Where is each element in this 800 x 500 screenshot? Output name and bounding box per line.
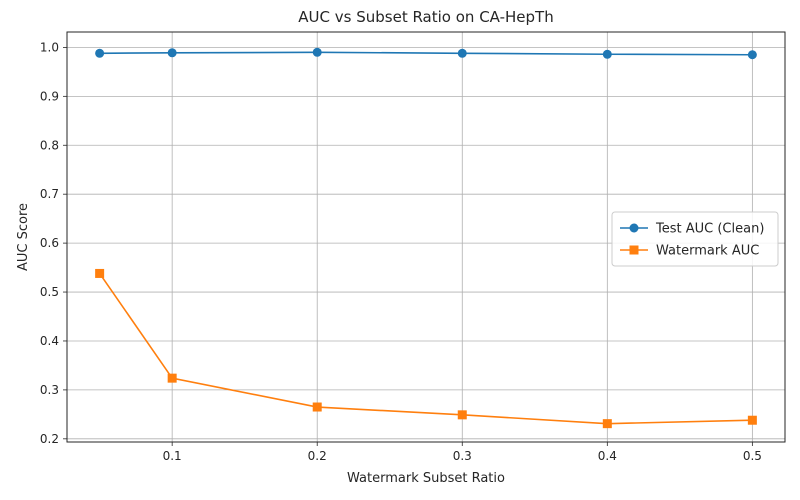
legend-item: Test AUC (Clean) [620, 222, 764, 237]
data-point [747, 415, 757, 425]
series-1 [95, 47, 757, 60]
data-point [167, 48, 177, 58]
legend-label: Watermark AUC [656, 244, 759, 259]
y-tick-label: 0.6 [40, 236, 59, 250]
legend-item: Watermark AUC [620, 244, 759, 259]
y-tick-label: 0.8 [40, 138, 59, 152]
series-2 [95, 268, 757, 429]
y-tick-label: 0.7 [40, 187, 59, 201]
legend: Test AUC (Clean) Watermark AUC [611, 211, 779, 267]
x-tick-label: 0.4 [598, 449, 617, 463]
x-tick-label: 0.2 [308, 449, 327, 463]
legend-label: Test AUC (Clean) [655, 222, 764, 237]
y-tick-label: 0.4 [40, 334, 59, 348]
data-point [95, 268, 105, 278]
series-layer [95, 47, 757, 429]
x-axis-label: Watermark Subset Ratio [347, 471, 505, 486]
data-point [95, 48, 105, 58]
plot-frame [66, 31, 786, 443]
data-point [457, 410, 467, 420]
data-point [457, 48, 467, 58]
y-tick-label: 0.3 [40, 383, 59, 397]
data-point [602, 49, 612, 59]
data-point [167, 373, 177, 383]
y-tick-label: 0.5 [40, 285, 59, 299]
y-tick-label: 1.0 [40, 40, 59, 54]
series-line [98, 272, 753, 425]
data-point [312, 402, 322, 412]
y-tick-label: 0.2 [40, 432, 59, 446]
y-axis-label: AUC Score [16, 203, 31, 271]
data-point [602, 419, 612, 429]
ticks: 0.1 0.2 0.3 0.4 0.5 0.2 0.3 0.4 0.5 0.6 0.7 0.8 0.9 1… [40, 40, 762, 463]
series-line [99, 51, 753, 56]
chart-title: AUC vs Subset Ratio on CA-HepTh [298, 8, 553, 26]
data-point [312, 47, 322, 57]
data-point [747, 50, 757, 60]
x-tick-label: 0.5 [743, 449, 762, 463]
x-tick-label: 0.1 [163, 449, 182, 463]
x-tick-label: 0.3 [453, 449, 472, 463]
legend-marker [629, 245, 639, 255]
legend-box [611, 211, 779, 267]
y-tick-label: 0.9 [40, 89, 59, 103]
legend-marker [629, 223, 639, 233]
